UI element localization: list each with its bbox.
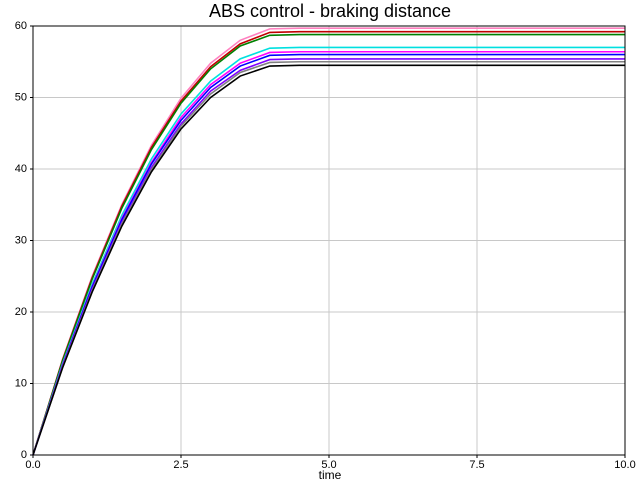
x-axis-label: time (319, 468, 342, 482)
x-tick-label: 2.5 (173, 459, 188, 471)
y-tick-label: 0 (21, 449, 27, 461)
data-line (32, 33, 625, 456)
x-tick-label: 0.0 (25, 459, 40, 471)
y-tick-label: 20 (15, 306, 27, 318)
y-tick-label: 50 (15, 91, 27, 103)
y-tick-label: 40 (15, 163, 27, 175)
data-line (32, 64, 625, 456)
x-tick-label: 5.0 (321, 459, 336, 471)
plot-frame (32, 25, 626, 456)
x-tick-label: 10.0 (614, 459, 635, 471)
y-tick-label: 60 (15, 20, 27, 32)
x-tick-label: 7.5 (469, 459, 484, 471)
chart-title: ABS control - braking distance (209, 1, 451, 21)
y-tick-label: 10 (15, 377, 27, 389)
y-tick-label: 30 (15, 234, 27, 246)
